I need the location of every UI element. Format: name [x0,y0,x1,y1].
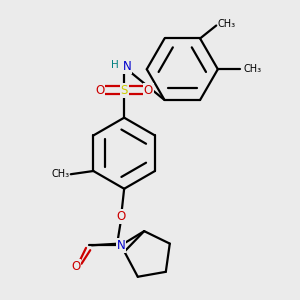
Text: O: O [95,84,104,97]
Text: N: N [116,239,125,252]
Text: CH₃: CH₃ [243,64,261,74]
Text: O: O [116,210,125,223]
Text: O: O [144,84,153,97]
Text: S: S [121,84,128,97]
Text: O: O [71,260,80,273]
Text: CH₃: CH₃ [51,169,69,179]
Text: H: H [111,60,119,70]
Text: CH₃: CH₃ [218,19,236,29]
Text: N: N [123,61,132,74]
